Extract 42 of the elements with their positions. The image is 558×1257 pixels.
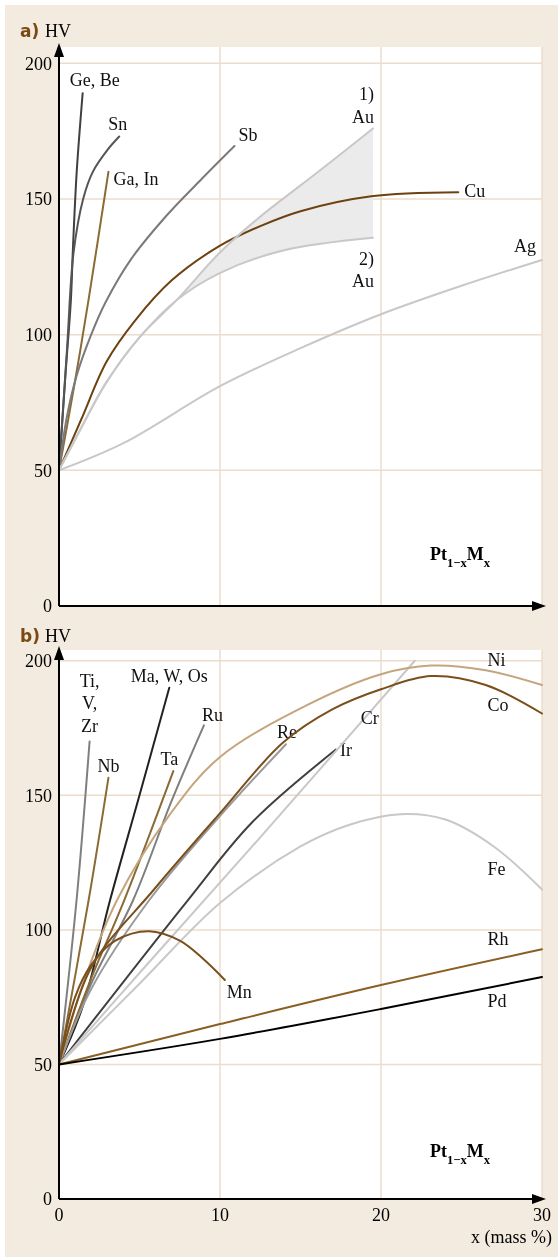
series-label: Re <box>277 722 298 743</box>
series-label: Nb <box>97 755 120 776</box>
series-label: 1) Au <box>351 84 374 128</box>
series-label: Sb <box>238 125 258 146</box>
y-tick-label: 150 <box>25 189 52 210</box>
chart-title: a) <box>20 21 40 41</box>
y-tick-label: 100 <box>25 324 52 345</box>
series-label: Cu <box>464 181 486 202</box>
y-tick-label: 150 <box>25 785 52 806</box>
series-label: Pd <box>487 990 507 1011</box>
x-tick-label: 20 <box>372 1205 390 1225</box>
y-axis-title: HV <box>45 626 71 646</box>
series-label: Rh <box>487 929 509 950</box>
y-axis-title: HV <box>45 21 71 41</box>
series-label: Fe <box>487 858 506 879</box>
annotation: Pt$_{1−x}$M$_{x}$ <box>430 544 491 570</box>
series-label: Ge, Be <box>69 70 120 91</box>
y-tick-label: 200 <box>25 53 52 74</box>
annotation: Pt$_{1−x}$M$_{x}$ <box>430 1141 491 1167</box>
series-label: Ag <box>514 236 536 257</box>
y-tick-label: 100 <box>25 920 52 941</box>
y-tick-label: 0 <box>43 1189 52 1210</box>
series-label: Ru <box>201 705 223 726</box>
series-label: 2) Au <box>351 248 374 291</box>
series-label: Ga, In <box>113 168 159 189</box>
series-label: Cr <box>360 707 379 728</box>
series-label: Ta <box>160 749 179 770</box>
series-label: Ti, V, Zr <box>79 670 100 736</box>
x-tick-label: 30 <box>533 1205 551 1225</box>
y-tick-label: 50 <box>34 460 52 481</box>
series-label: Sn <box>108 113 128 134</box>
y-tick-label: 50 <box>34 1054 52 1075</box>
x-axis-title: x (mass %) <box>471 1227 552 1248</box>
y-tick-label: 0 <box>43 596 52 617</box>
series-label: Ir <box>339 739 352 760</box>
series-label: Ni <box>487 649 506 670</box>
y-tick-label: 200 <box>25 651 52 672</box>
series-label: Ma, W, Os <box>130 665 208 686</box>
x-tick-label: 10 <box>211 1205 229 1225</box>
series-label: Mn <box>226 981 252 1002</box>
chart-title: b) <box>20 626 40 646</box>
series-label: Co <box>487 694 509 715</box>
